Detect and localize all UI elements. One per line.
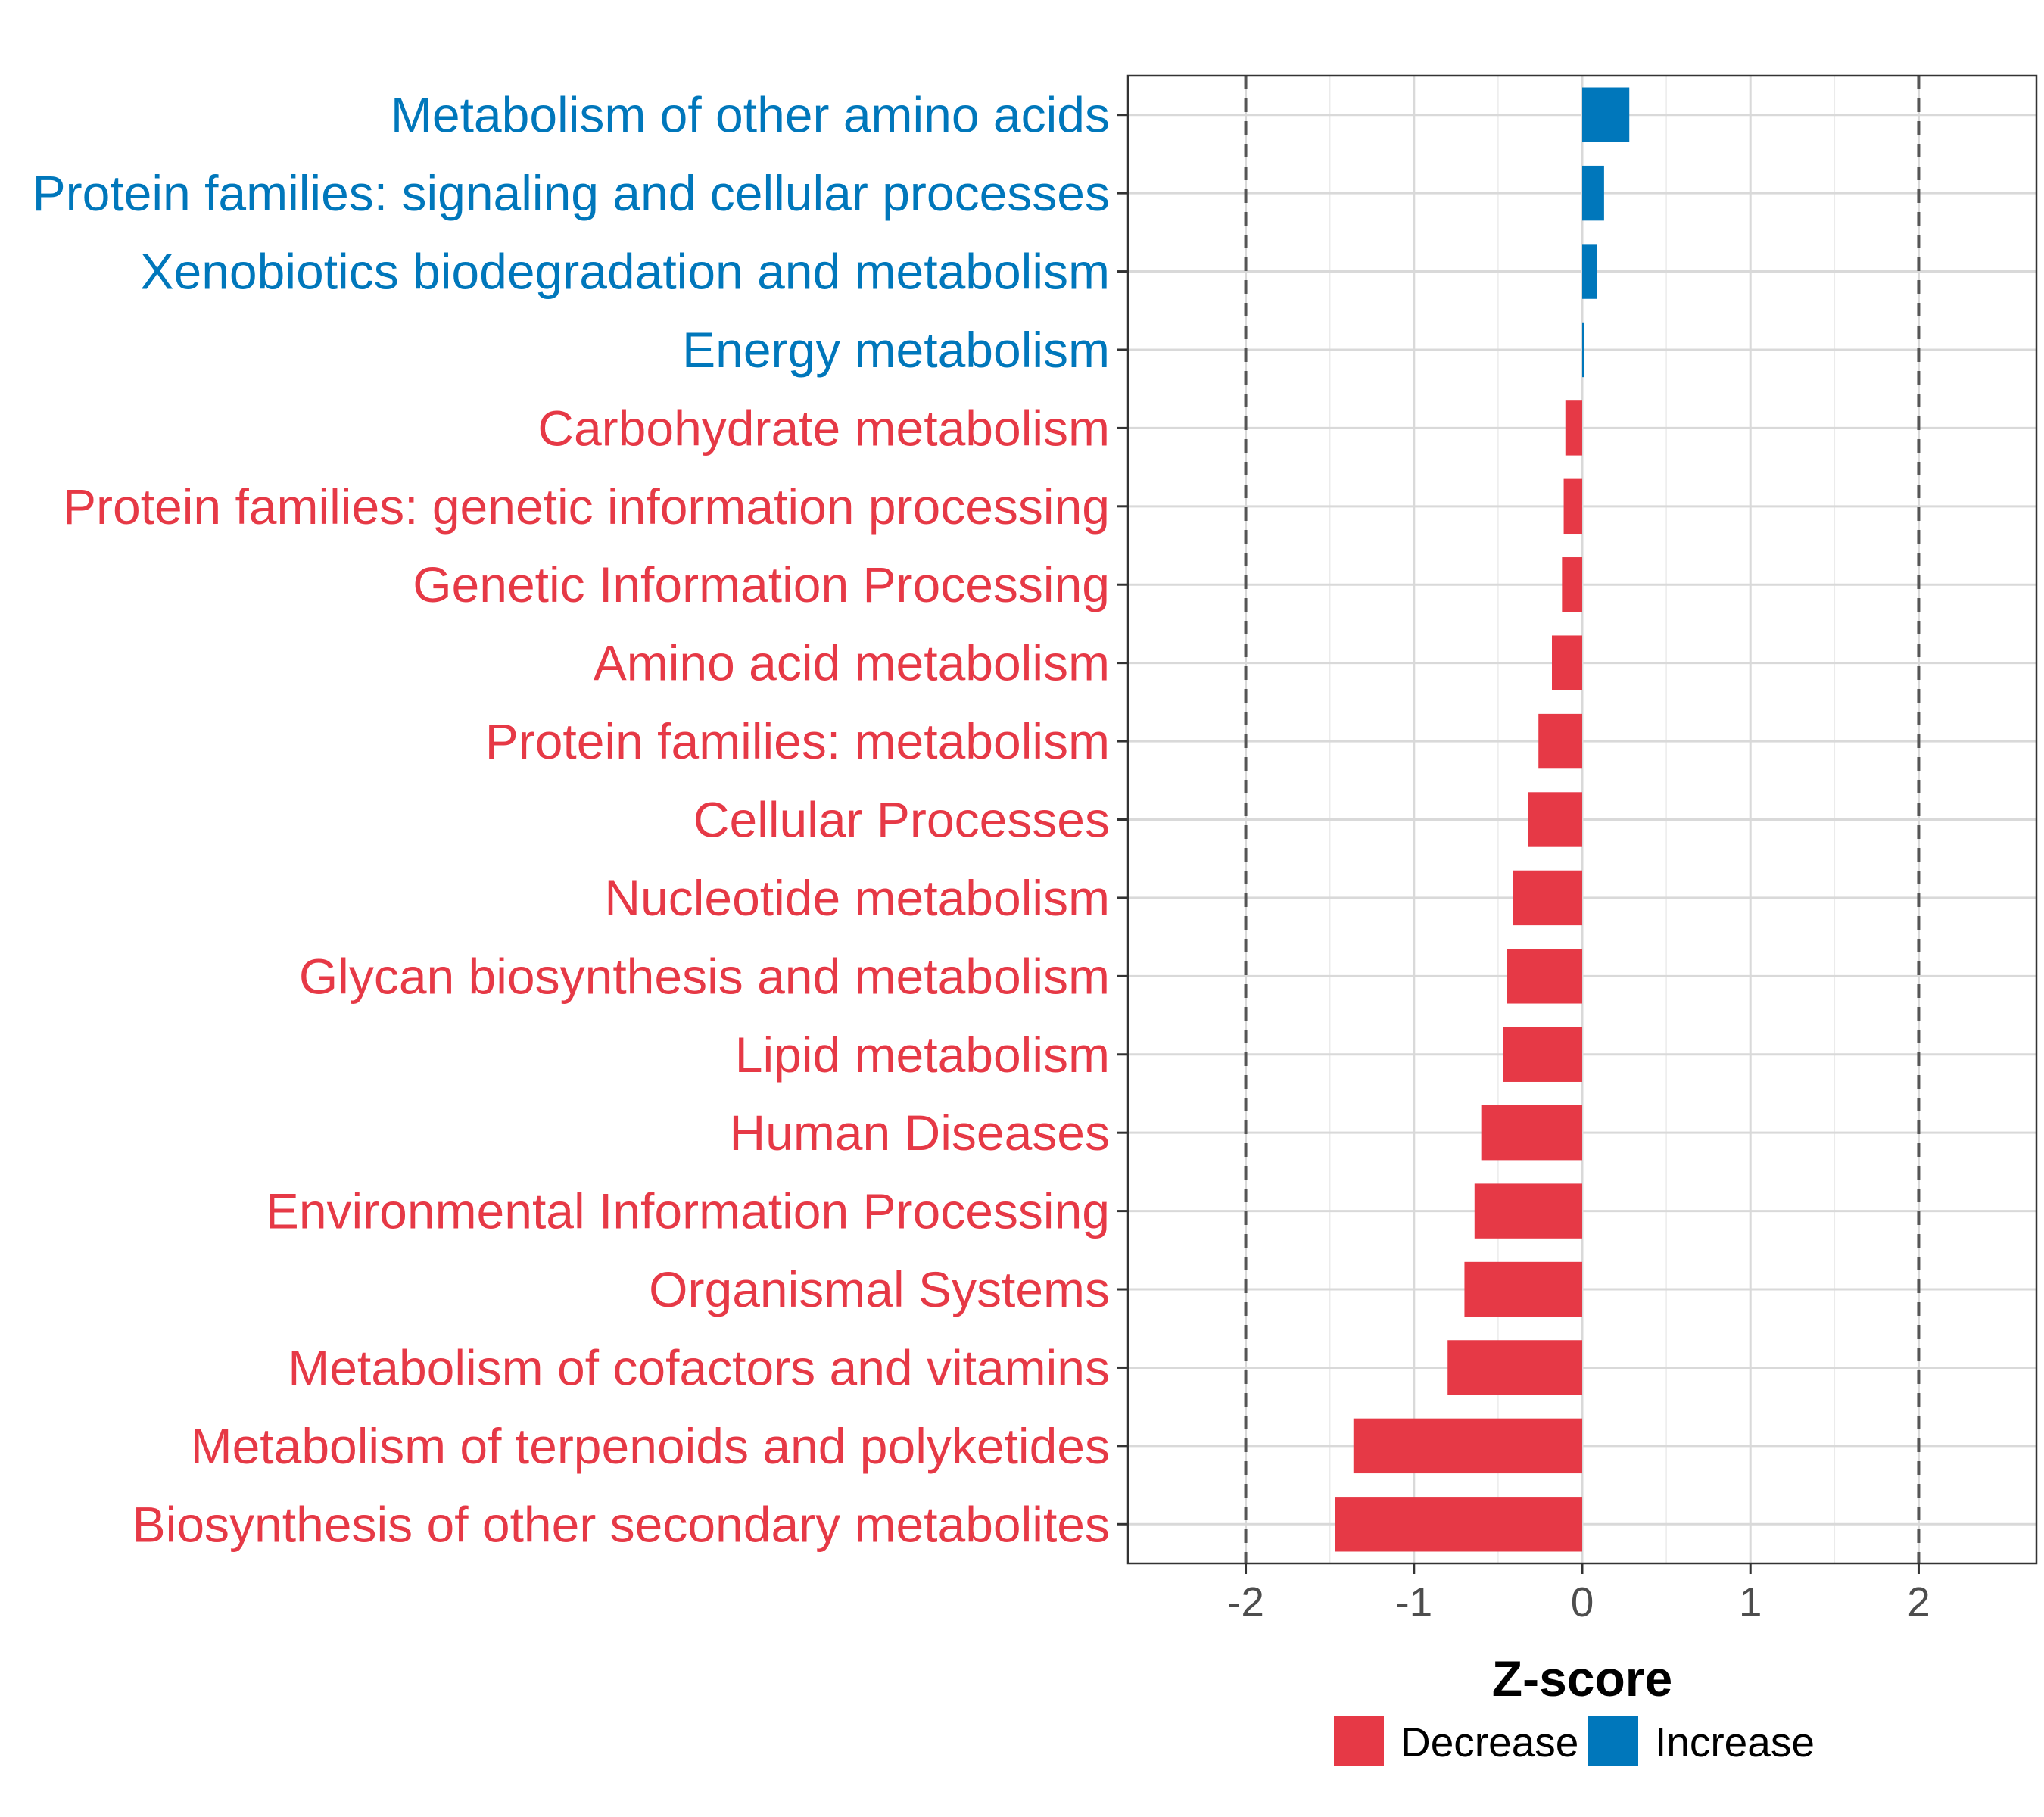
bar-decrease <box>1353 1418 1582 1474</box>
x-tick-label: 1 <box>1739 1579 1762 1625</box>
bar-increase <box>1582 244 1597 299</box>
bar-decrease <box>1565 400 1582 456</box>
category-label: Protein families: signaling and cellular… <box>33 165 1110 221</box>
bar-decrease <box>1481 1105 1582 1161</box>
legend-label-increase: Increase <box>1655 1719 1815 1766</box>
y-axis-ticks <box>1117 114 1128 1526</box>
category-label: Amino acid metabolism <box>594 635 1110 691</box>
category-label: Human Diseases <box>729 1105 1110 1161</box>
legend: Decrease Increase <box>1334 1716 1815 1766</box>
category-label: Carbohydrate metabolism <box>537 400 1110 456</box>
category-label: Lipid metabolism <box>735 1027 1110 1083</box>
bar-layer <box>1335 87 1630 1552</box>
y-axis-category-labels: Metabolism of other amino acids Protein f… <box>33 87 1110 1553</box>
x-axis-tick-labels: -2 -1 0 1 2 <box>1227 1579 1930 1625</box>
x-axis-ticks <box>1245 1563 1920 1574</box>
category-label: Genetic Information Processing <box>413 556 1110 612</box>
category-label: Metabolism of terpenoids and polyketides <box>191 1418 1110 1474</box>
bar-decrease <box>1563 478 1582 535</box>
x-axis-title: Z-score <box>1492 1650 1672 1706</box>
bar-decrease <box>1552 635 1582 690</box>
bar-decrease <box>1562 557 1582 612</box>
x-tick-label: 0 <box>1571 1579 1594 1625</box>
category-label: Biosynthesis of other secondary metaboli… <box>132 1496 1110 1552</box>
bar-decrease <box>1507 949 1582 1004</box>
bar-decrease <box>1528 792 1582 847</box>
category-label: Protein families: metabolism <box>485 713 1110 769</box>
bar-decrease <box>1335 1497 1582 1552</box>
category-label: Environmental Information Processing <box>266 1183 1110 1239</box>
x-tick-label: 2 <box>1907 1579 1930 1625</box>
legend-swatch-increase <box>1588 1716 1638 1766</box>
bar-decrease <box>1513 870 1582 926</box>
category-label: Xenobiotics biodegradation and metabolis… <box>141 244 1111 300</box>
bar-decrease <box>1474 1183 1582 1239</box>
reference-lines <box>1244 76 1921 1563</box>
x-tick-label: -2 <box>1227 1579 1264 1625</box>
bar-decrease <box>1538 713 1582 769</box>
category-label: Energy metabolism <box>682 322 1110 378</box>
bar-increase <box>1582 87 1630 142</box>
bar-decrease <box>1503 1027 1582 1082</box>
bar-decrease <box>1464 1261 1582 1317</box>
legend-label-decrease: Decrease <box>1401 1719 1578 1766</box>
bar-increase <box>1582 165 1604 221</box>
legend-swatch-decrease <box>1334 1716 1384 1766</box>
category-label: Metabolism of cofactors and vitamins <box>288 1339 1110 1395</box>
category-label: Organismal Systems <box>649 1261 1110 1317</box>
category-label: Cellular Processes <box>693 792 1110 848</box>
category-label: Glycan biosynthesis and metabolism <box>299 948 1110 1004</box>
category-label: Nucleotide metabolism <box>604 870 1110 926</box>
category-label: Protein families: genetic information pr… <box>63 478 1110 535</box>
bar-decrease <box>1447 1340 1582 1395</box>
x-tick-label: -1 <box>1395 1579 1432 1625</box>
bar-increase <box>1582 322 1584 378</box>
category-label: Metabolism of other amino acids <box>391 87 1110 143</box>
